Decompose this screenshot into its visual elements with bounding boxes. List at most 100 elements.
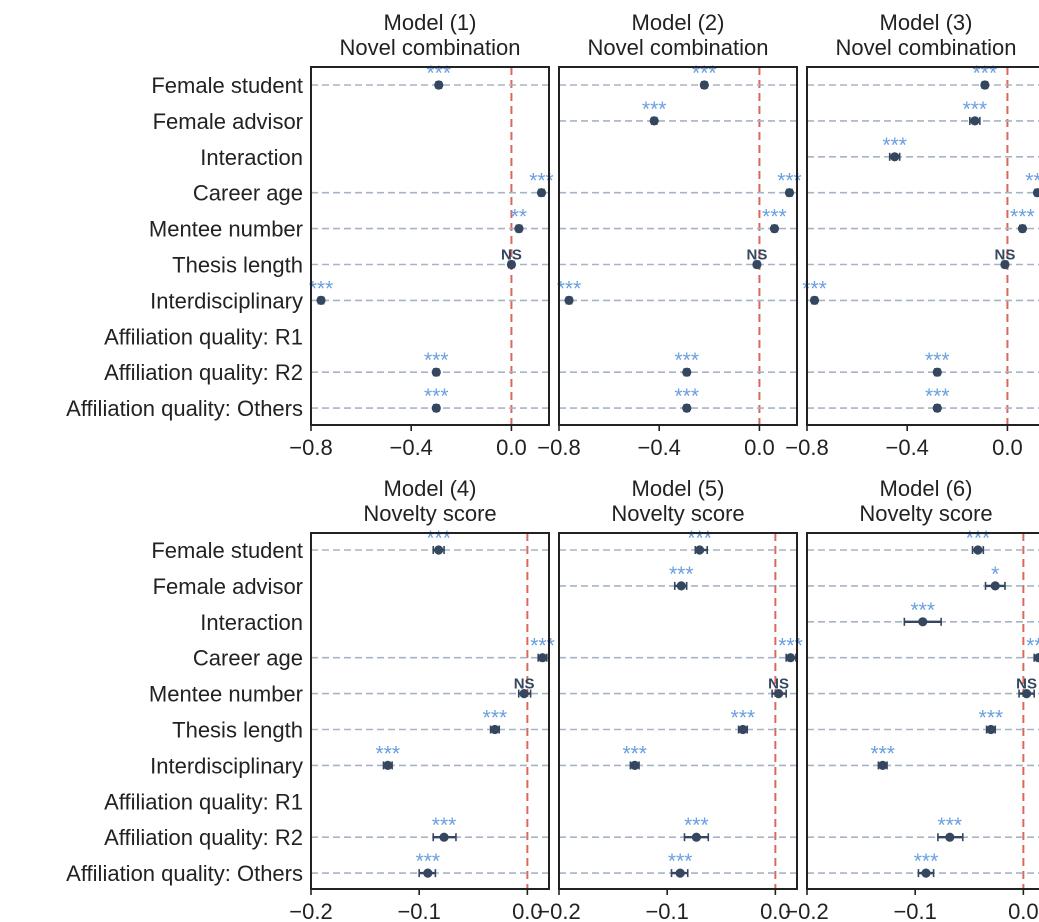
point-interdisciplinary: [564, 295, 574, 305]
point-thesis-length: [738, 724, 748, 735]
point-mentee-number: [519, 689, 529, 699]
significance-label-affiliation-quality-others: ***: [416, 850, 441, 873]
panel-title: Model (1) Novel combination: [340, 10, 521, 60]
significance-label-thesis-length: NS: [501, 247, 522, 264]
significance-label-interdisciplinary: ***: [557, 277, 582, 300]
significance-label-thesis-length: NS: [994, 247, 1015, 264]
plot-area: [807, 533, 1039, 889]
plot-area: [311, 533, 549, 889]
point-female-student: [695, 545, 705, 555]
point-affiliation-quality-r2: [439, 832, 449, 842]
point-thesis-length: [490, 724, 500, 735]
y-tick-label-female-advisor: Female advisor: [153, 109, 303, 134]
point-interdisciplinary: [878, 760, 888, 771]
point-affiliation-quality-others: [423, 868, 433, 878]
point-female-student: [980, 80, 990, 90]
point-affiliation-quality-r2: [682, 367, 692, 377]
x-tick-label: −0.8: [785, 435, 828, 460]
significance-label-affiliation-quality-r2: ***: [432, 814, 457, 837]
point-career-age: [1033, 653, 1039, 663]
point-interdisciplinary: [809, 295, 820, 305]
panel-frame: [310, 532, 550, 890]
y-tick-label-interaction: Interaction: [200, 610, 303, 635]
y-tick-label-interdisciplinary: Interdisciplinary: [150, 753, 303, 778]
y-tick-label-affiliation-quality-others: Affiliation quality: Others: [66, 396, 303, 421]
x-tick-label: −0.4: [389, 435, 432, 460]
significance-label-affiliation-quality-others: ***: [668, 850, 693, 873]
point-female-student: [699, 80, 709, 90]
significance-label-interaction: ***: [910, 599, 935, 622]
y-tick-label-affiliation-quality-r2: Affiliation quality: R2: [104, 360, 303, 385]
significance-label-female-student: ***: [426, 527, 451, 550]
point-career-age: [785, 653, 796, 663]
y-tick-label-career-age: Career age: [193, 181, 303, 206]
significance-label-affiliation-quality-others: ***: [424, 385, 449, 408]
point-career-age: [536, 188, 547, 198]
x-tick-label: −0.2: [537, 899, 580, 922]
point-female-student: [434, 545, 444, 555]
panel-title: Model (4) Novelty score: [363, 476, 496, 526]
x-tick-label: 0.0: [744, 435, 775, 460]
point-affiliation-quality-others: [675, 868, 685, 878]
point-affiliation-quality-others: [921, 868, 931, 878]
panel-frame: [558, 66, 798, 426]
panel-frame: [310, 66, 550, 426]
significance-label-mentee-number: **: [511, 206, 527, 229]
significance-label-mentee-number: NS: [768, 676, 789, 693]
point-female-student: [973, 545, 983, 555]
point-affiliation-quality-others: [932, 403, 942, 413]
point-interdisciplinary: [630, 760, 640, 771]
y-tick-label-thesis-length: Thesis length: [172, 718, 303, 743]
chart-panel-4: Female student Female advisor Interaction C…: [66, 476, 555, 922]
y-tick-label-affiliation-quality-others: Affiliation quality: Others: [66, 861, 303, 886]
significance-label-mentee-number: ***: [762, 206, 787, 229]
significance-label-affiliation-quality-r2: ***: [684, 814, 709, 837]
point-affiliation-quality-r2: [691, 832, 701, 842]
significance-label-interaction: ***: [882, 134, 907, 157]
panel-frame: [806, 532, 1039, 890]
point-mentee-number: [774, 689, 784, 699]
significance-label-female-student: ***: [427, 62, 452, 85]
significance-label-interdisciplinary: ***: [622, 742, 647, 765]
point-female-advisor: [970, 116, 980, 126]
significance-label-interdisciplinary: ***: [376, 742, 401, 765]
y-tick-label-female-advisor: Female advisor: [153, 574, 303, 599]
significance-label-female-advisor: ***: [963, 98, 988, 121]
point-female-advisor: [990, 581, 1000, 591]
plot-area: [559, 533, 797, 889]
significance-label-mentee-number: NS: [1016, 676, 1037, 693]
x-tick-label: −0.2: [785, 899, 828, 922]
x-tick-label: −0.1: [645, 899, 688, 922]
point-affiliation-quality-others: [682, 403, 692, 413]
significance-label-career-age: ***: [1026, 635, 1039, 658]
chart-panel-3: *** *** *** *** *** NS *** *** *** −0.8 −0.4 0.0 Mod…: [785, 10, 1039, 460]
x-tick-label: 0.0: [1008, 899, 1039, 922]
significance-label-female-advisor: ***: [642, 98, 667, 121]
point-female-advisor: [649, 116, 659, 126]
panel-title: Model (2) Novel combination: [588, 10, 769, 60]
plot-area: [559, 67, 797, 425]
point-interdisciplinary: [383, 760, 393, 771]
x-tick-label: −0.2: [289, 899, 332, 922]
panel-title: Model (3) Novel combination: [836, 10, 1017, 60]
x-tick-label: 0.0: [992, 435, 1023, 460]
point-interaction: [918, 617, 928, 627]
point-mentee-number: [1022, 689, 1032, 699]
significance-label-female-advisor: ***: [669, 563, 694, 586]
point-mentee-number: [769, 224, 780, 234]
significance-label-female-student: ***: [966, 527, 991, 550]
significance-label-affiliation-quality-r2: ***: [675, 349, 700, 372]
y-tick-label-interdisciplinary: Interdisciplinary: [150, 288, 303, 313]
point-thesis-length: [752, 259, 762, 270]
x-tick-label: −0.4: [885, 435, 928, 460]
significance-label-affiliation-quality-r2: ***: [938, 814, 963, 837]
chart-panel-2: *** *** *** *** NS *** *** *** −0.8 −0.4 0.0 Model …: [537, 10, 801, 460]
significance-label-thesis-length: ***: [731, 707, 756, 730]
significance-label-thesis-length: ***: [483, 707, 508, 730]
y-tick-label-mentee-number: Mentee number: [149, 682, 303, 707]
significance-label-thesis-length: NS: [746, 247, 767, 264]
point-interdisciplinary: [316, 295, 326, 305]
point-thesis-length: [506, 259, 517, 270]
significance-label-affiliation-quality-r2: ***: [925, 349, 950, 372]
significance-label-interdisciplinary: ***: [309, 277, 334, 300]
